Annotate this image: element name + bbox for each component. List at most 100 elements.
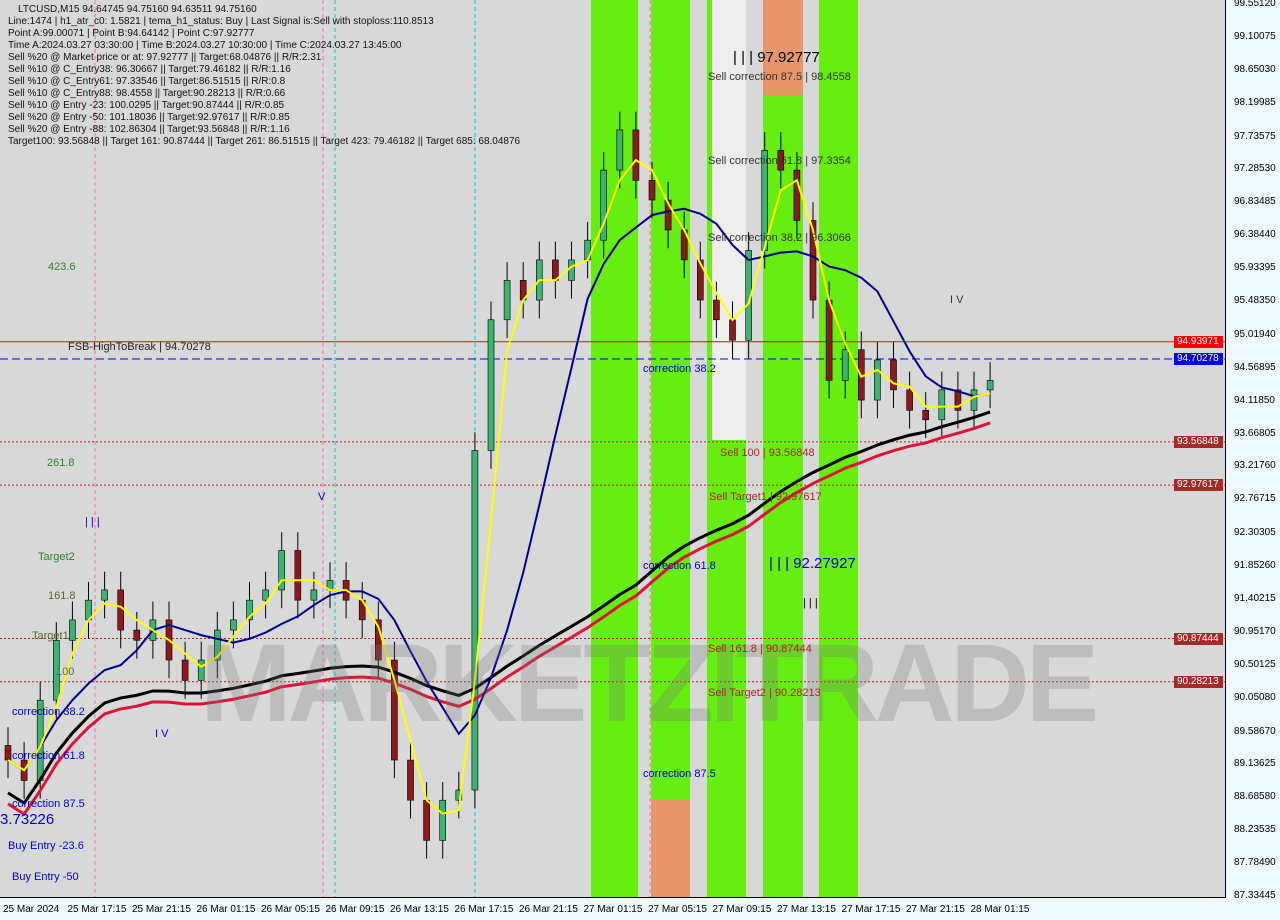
chart-annotation: | | | (803, 596, 818, 609)
candle-body (310, 589, 318, 601)
candle-body (294, 550, 302, 601)
candle-body (713, 299, 720, 321)
candle-body (777, 150, 785, 171)
chart-annotation: Sell correction 38.2 | 96.3066 (708, 231, 851, 244)
chart-plot-area[interactable]: MARKETZITRADE (0, 0, 1226, 898)
chart-annotation: 423.6 (48, 260, 76, 273)
info-line: Sell %20 @ Entry -50: 101.18036 || Targe… (8, 112, 290, 123)
info-line: Sell %20 @ Entry -88: 102.86304 || Targe… (8, 124, 290, 135)
candle-body (117, 589, 124, 631)
candle-body (696, 259, 704, 301)
candle-body (101, 589, 108, 601)
price-chart (0, 0, 1225, 897)
info-line: Point A:99.00071 | Point B:94.64142 | Po… (8, 28, 255, 39)
candle-body (503, 280, 511, 321)
time-tick-label: 25 Mar 2024 (3, 904, 60, 915)
candle-body (648, 180, 656, 201)
red-moving-average (7, 421, 991, 817)
price-tick-label: 91.85260 (1234, 560, 1276, 572)
candle-body (133, 629, 141, 641)
price-level-label: 94.93971 (1174, 335, 1223, 348)
chart-annotation: correction 61.8 (12, 750, 85, 763)
candle-body (664, 199, 672, 231)
candle-body (246, 599, 253, 621)
price-tick-label: 97.73575 (1234, 130, 1276, 142)
chart-annotation: Buy Entry -50 (12, 870, 79, 883)
candle-body (874, 359, 881, 401)
signal-zone-green (591, 0, 638, 897)
time-tick-label: 26 Mar 17:15 (454, 904, 514, 915)
chart-annotation: Buy Entry -23.6 (8, 839, 84, 852)
candle-body (970, 389, 978, 411)
time-tick-label: 27 Mar 17:15 (841, 904, 901, 915)
black-moving-average (7, 410, 991, 806)
time-tick-label: 27 Mar 13:15 (777, 904, 836, 915)
chart-annotation: Sell 161.8 | 90.87444 (708, 642, 812, 655)
price-tick-label: 92.30305 (1234, 527, 1276, 539)
price-tick-label: 88.23535 (1234, 824, 1276, 836)
price-tick-label: 95.48350 (1234, 295, 1276, 306)
price-tick-label: 89.13625 (1234, 758, 1276, 770)
signal-zone-orange (651, 800, 690, 897)
candle-body (439, 799, 447, 841)
signal-zone-green (651, 0, 690, 897)
candle-body (954, 389, 962, 411)
time-tick-label: 26 Mar 01:15 (196, 904, 256, 915)
time-tick-label: 26 Mar 13:15 (390, 904, 449, 915)
candle-body (729, 319, 736, 341)
price-tick-label: 88.68580 (1234, 791, 1276, 803)
info-line: Sell %10 @ C_Entry88: 98.4558 || Target:… (8, 88, 286, 99)
candle-body (841, 349, 849, 381)
candle-body (890, 359, 897, 391)
price-tick-label: 89.58670 (1234, 725, 1276, 737)
chart-annotation: FSB-HighToBreak | 94.70278 (68, 341, 211, 354)
candle-body (632, 129, 640, 181)
price-tick-label: 93.66805 (1234, 427, 1276, 439)
signal-zone-green (763, 0, 803, 897)
price-tick-label: 96.38440 (1234, 229, 1276, 241)
candle-body (906, 389, 913, 411)
candle-body (391, 659, 398, 761)
candle-body (825, 299, 833, 381)
chart-annotation: 161.8 (48, 589, 76, 602)
candle-body (262, 589, 269, 601)
info-line: Line:1474 | h1_atr_c0: 1.5821 | tema_h1_… (8, 16, 434, 27)
info-line: Sell %20 @ Market price or at: 97.92777 … (8, 52, 322, 63)
info-line: Target100: 93.56848 || Target 161: 90.87… (8, 136, 521, 147)
candle-body (938, 389, 946, 421)
candle-body (197, 659, 205, 681)
price-tick-label: 95.01940 (1234, 328, 1276, 340)
chart-annotation: Sell correction 61.8 | 97.3354 (708, 155, 851, 168)
time-tick-label: 27 Mar 09:15 (712, 904, 772, 915)
price-tick-label: 92.76715 (1234, 493, 1276, 505)
chart-annotation: Sell correction 87.5 | 98.4558 (708, 71, 851, 84)
time-tick-label: 26 Mar 21:15 (519, 904, 578, 915)
price-tick-label: 99.55120 (1234, 0, 1276, 9)
candle-body (568, 259, 575, 281)
time-tick-label: 26 Mar 05:15 (261, 904, 320, 915)
chart-annotation: correction 38.2 (643, 363, 716, 376)
chart-annotation: 3.73226 (0, 811, 55, 829)
price-tick-label: 98.19985 (1234, 96, 1276, 108)
chart-annotation: correction 87.5 (643, 768, 716, 781)
candle-body (922, 410, 930, 421)
price-tick-label: 90.05080 (1234, 691, 1276, 703)
candle-body (809, 220, 817, 301)
signal-zone-gap (707, 0, 746, 440)
info-line: Sell %10 @ C_Entry38: 96.30667 || Target… (8, 64, 291, 75)
price-level-label: 90.87444 (1174, 632, 1223, 645)
chart-annotation: V (318, 490, 326, 503)
time-tick-label: 28 Mar 01:15 (970, 904, 1030, 915)
price-tick-label: 91.40215 (1234, 592, 1276, 604)
time-tick-label: 27 Mar 21:15 (906, 904, 965, 915)
chart-annotation: correction 38.2 (12, 706, 85, 719)
symbol-line: LTCUSD,M15 94.64745 94.75160 94.63511 94… (18, 4, 257, 15)
price-tick-label: 87.78490 (1234, 857, 1276, 869)
price-level-label: 90.28213 (1174, 675, 1223, 688)
signal-zone-orange (763, 0, 803, 95)
candle-body (52, 640, 60, 701)
candle-body (471, 450, 479, 791)
candle-body (455, 789, 463, 801)
blue-moving-average (7, 207, 991, 772)
chart-annotation: | | | 92.27927 (769, 555, 856, 573)
